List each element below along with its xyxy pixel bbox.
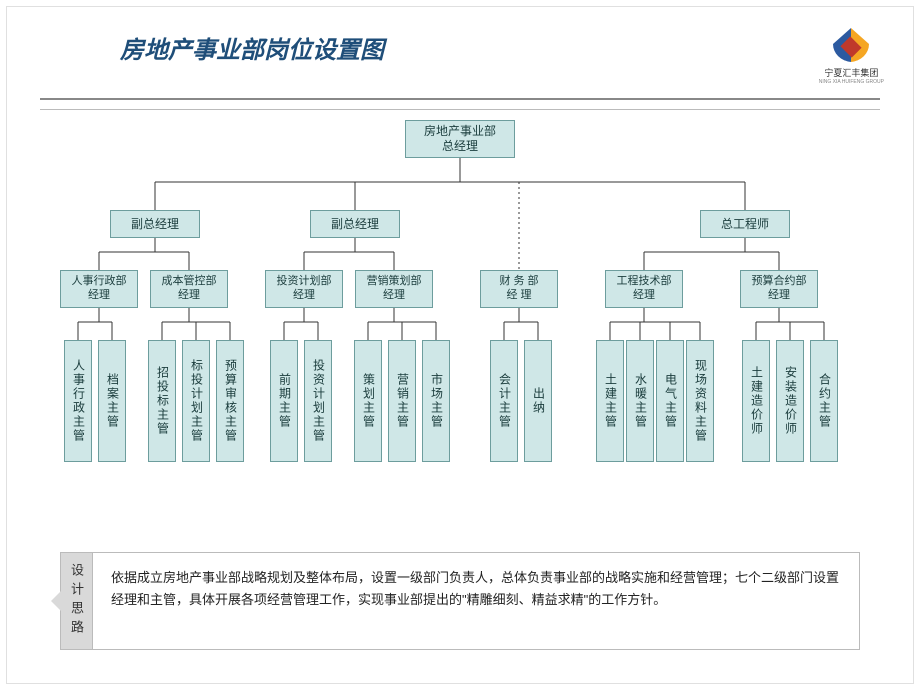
leaf-node-3-2: 市场主管 — [422, 340, 450, 462]
leaf-node-0-1: 档案主管 — [98, 340, 126, 462]
org-chart: 房地产事业部总经理副总经理 副总经理 总工程师人事行政部经理成本管控部经理投资计划部… — [40, 120, 880, 520]
logo-label: 宁夏汇丰集团 — [819, 66, 884, 79]
manager-node-1: 成本管控部经理 — [150, 270, 228, 308]
leaf-node-6-2: 合约主管 — [810, 340, 838, 462]
company-logo: 宁夏汇丰集团 NING XIA HUIFENG GROUP — [819, 26, 884, 85]
leaf-node-4-0: 会计主管 — [490, 340, 518, 462]
design-notes-body: 依据成立房地产事业部战略规划及整体布局，设置一级部门负责人，总体负责事业部的战略… — [93, 553, 859, 649]
leaf-node-2-1: 投资计划主管 — [304, 340, 332, 462]
manager-node-6: 预算合约部经理 — [740, 270, 818, 308]
manager-node-2: 投资计划部经理 — [265, 270, 343, 308]
leaf-node-5-2: 电气主管 — [656, 340, 684, 462]
leaf-node-3-1: 营销主管 — [388, 340, 416, 462]
leaf-node-5-3: 现场资料主管 — [686, 340, 714, 462]
leaf-node-3-0: 策划主管 — [354, 340, 382, 462]
vp-node-0: 副总经理 — [110, 210, 200, 238]
vp-node-1: 副总经理 — [310, 210, 400, 238]
root-node: 房地产事业部总经理 — [405, 120, 515, 158]
manager-node-5: 工程技术部经理 — [605, 270, 683, 308]
vp-node-2: 总工程师 — [700, 210, 790, 238]
logo-sublabel: NING XIA HUIFENG GROUP — [819, 79, 884, 85]
manager-node-3: 营销策划部经理 — [355, 270, 433, 308]
leaf-node-5-0: 土建主管 — [596, 340, 624, 462]
manager-node-4: 财 务 部经 理 — [480, 270, 558, 308]
leaf-node-1-2: 预算审核主管 — [216, 340, 244, 462]
leaf-node-6-0: 土建造价师 — [742, 340, 770, 462]
leaf-node-6-1: 安装造价师 — [776, 340, 804, 462]
leaf-node-1-0: 招投标主管 — [148, 340, 176, 462]
leaf-node-1-1: 标投计划主管 — [182, 340, 210, 462]
leaf-node-2-0: 前期主管 — [270, 340, 298, 462]
leaf-node-4-1: 出纳 — [524, 340, 552, 462]
logo-icon — [829, 26, 873, 64]
manager-node-0: 人事行政部经理 — [60, 270, 138, 308]
title-underline — [40, 98, 880, 110]
design-notes-tab: 设计思路 — [61, 553, 93, 649]
design-notes: 设计思路 依据成立房地产事业部战略规划及整体布局，设置一级部门负责人，总体负责事… — [60, 552, 860, 650]
page-title: 房地产事业部岗位设置图 — [120, 30, 384, 65]
leaf-node-5-1: 水暖主管 — [626, 340, 654, 462]
leaf-node-0-0: 人事行政主管 — [64, 340, 92, 462]
